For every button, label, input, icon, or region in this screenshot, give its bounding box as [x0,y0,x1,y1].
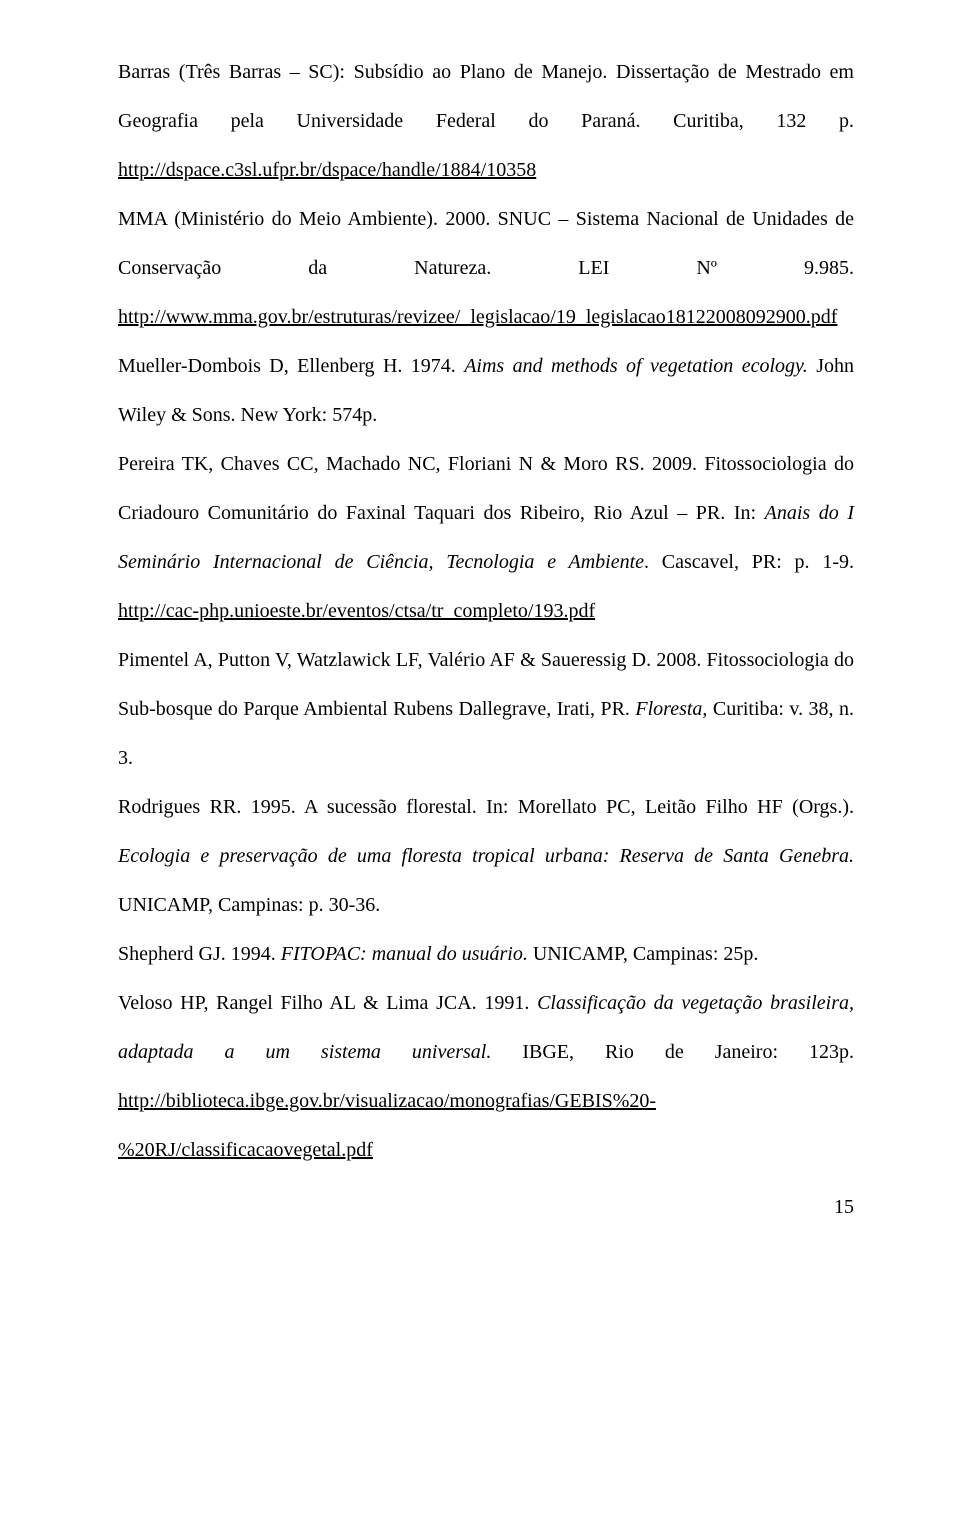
ref-title-italic: Aims and methods of vegetation ecology. [464,355,816,377]
reference-entry: MMA (Ministério do Meio Ambiente). 2000.… [118,195,854,342]
page-number: 15 [118,1183,854,1232]
ref-text: Mueller-Dombois D, Ellenberg H. 1974. [118,355,464,377]
ref-link[interactable]: http://dspace.c3sl.ufpr.br/dspace/handle… [118,159,536,181]
ref-link[interactable]: http://biblioteca.ibge.gov.br/visualizac… [118,1090,656,1112]
ref-text: Shepherd GJ. 1994. [118,943,281,965]
ref-text: UNICAMP, Campinas: 25p. [533,943,759,965]
ref-text: IBGE, Rio de Janeiro: 123p. [522,1041,854,1063]
ref-link[interactable]: %20RJ/classificacaovegetal.pdf [118,1139,373,1161]
ref-title-italic: FITOPAC: manual do usuário. [281,943,533,965]
ref-text: . Cascavel, PR: p. 1-9. [644,551,854,573]
ref-text: Rodrigues RR. 1995. A sucessão florestal… [118,796,854,818]
ref-title-italic: Floresta [635,698,702,720]
reference-entry: Veloso HP, Rangel Filho AL & Lima JCA. 1… [118,979,854,1126]
ref-text: Barras (Três Barras – SC): Subsídio ao P… [118,61,854,132]
reference-entry: Rodrigues RR. 1995. A sucessão florestal… [118,783,854,930]
ref-title-italic: Ecologia e preservação de uma floresta t… [118,845,854,867]
reference-entry: Shepherd GJ. 1994. FITOPAC: manual do us… [118,930,854,979]
reference-entry: Pereira TK, Chaves CC, Machado NC, Flori… [118,440,854,636]
ref-text: MMA (Ministério do Meio Ambiente). 2000.… [118,208,854,279]
ref-text: UNICAMP, Campinas: p. 30-36. [118,894,380,916]
reference-entry: %20RJ/classificacaovegetal.pdf [118,1126,854,1175]
ref-link[interactable]: http://cac-php.unioeste.br/eventos/ctsa/… [118,600,595,622]
reference-entry: Pimentel A, Putton V, Watzlawick LF, Val… [118,636,854,783]
reference-entry: Mueller-Dombois D, Ellenberg H. 1974. Ai… [118,342,854,440]
ref-text: Veloso HP, Rangel Filho AL & Lima JCA. 1… [118,992,537,1014]
document-page: Barras (Três Barras – SC): Subsídio ao P… [0,0,960,1280]
ref-link[interactable]: http://www.mma.gov.br/estruturas/revizee… [118,306,837,328]
ref-text: Pereira TK, Chaves CC, Machado NC, Flori… [118,453,854,524]
reference-entry: Barras (Três Barras – SC): Subsídio ao P… [118,48,854,195]
